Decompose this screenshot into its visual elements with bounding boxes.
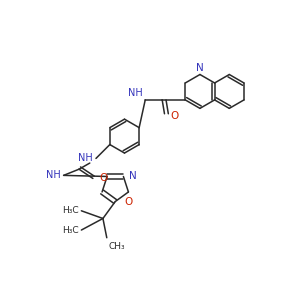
Text: NH: NH [78,153,93,164]
Text: CH₃: CH₃ [108,242,125,251]
Text: O: O [171,111,179,121]
Text: O: O [124,197,133,207]
Text: N: N [129,171,136,181]
Text: NH: NH [128,88,143,98]
Text: NH: NH [46,170,61,180]
Text: H₃C: H₃C [62,206,78,215]
Text: H₃C: H₃C [62,226,78,235]
Text: N: N [196,63,204,73]
Text: O: O [100,173,108,184]
